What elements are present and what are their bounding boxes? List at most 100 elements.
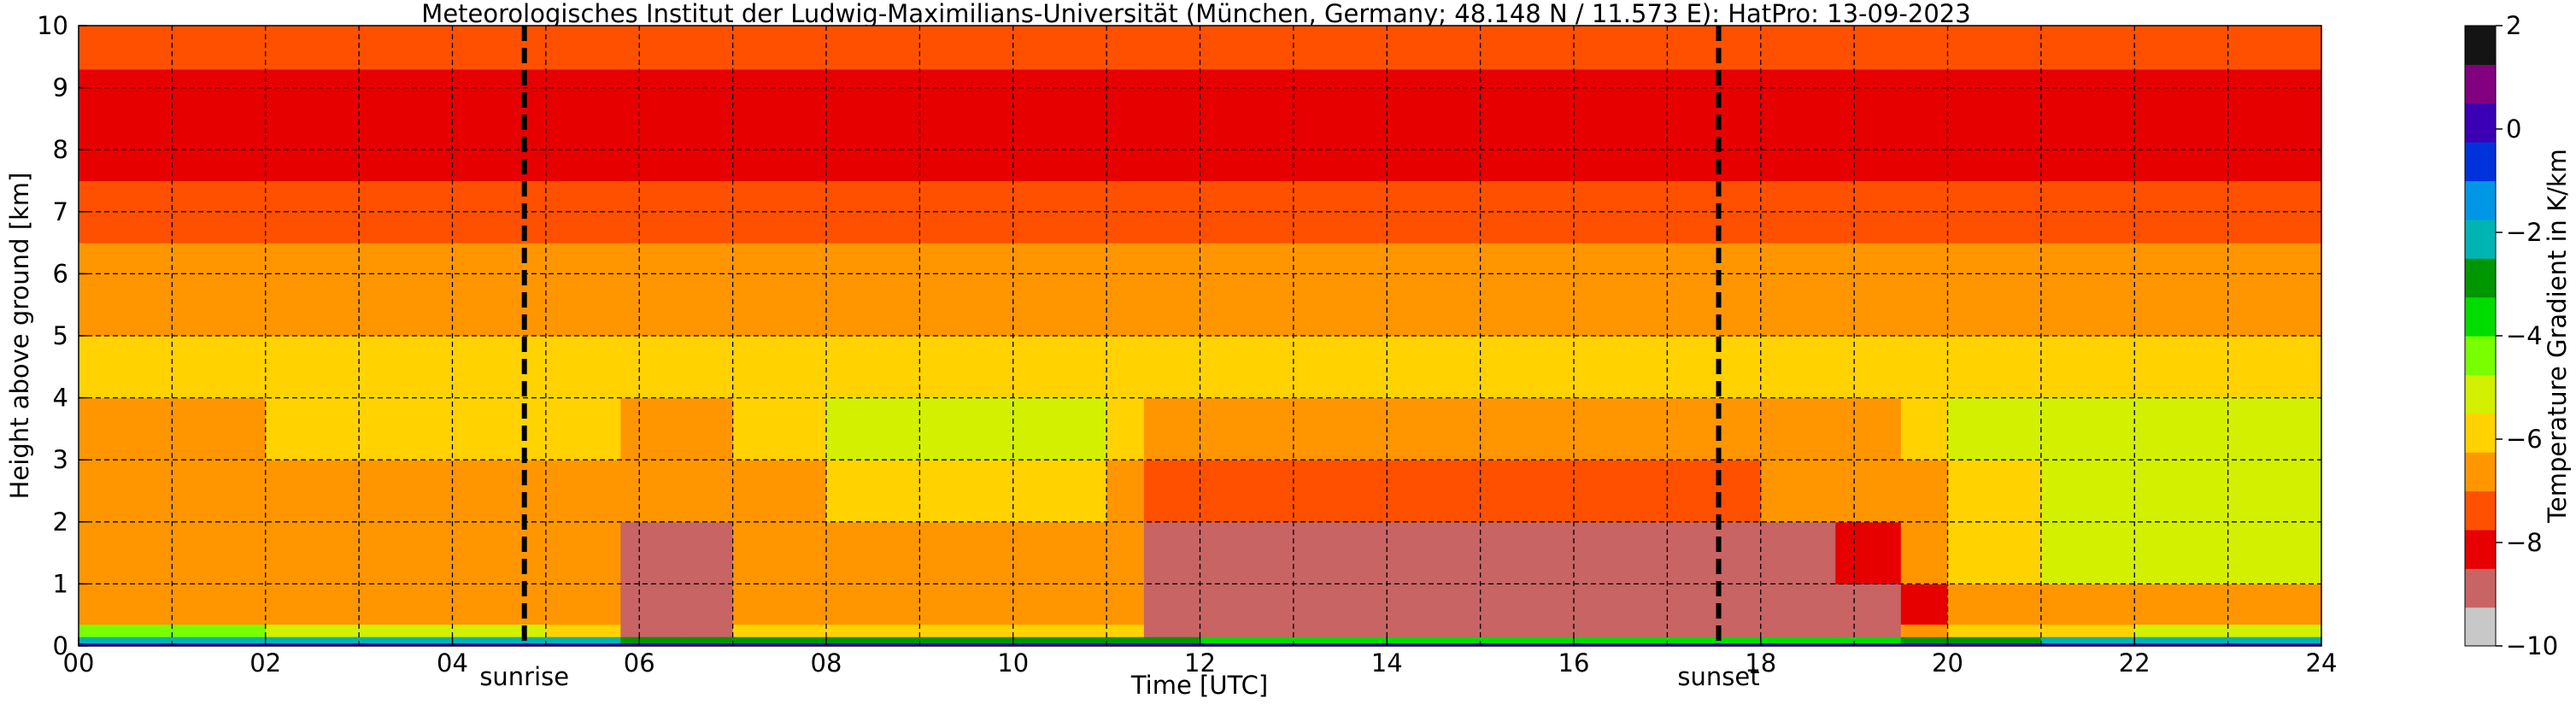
heatmap-cell xyxy=(79,26,173,70)
heatmap-cell xyxy=(919,68,1014,182)
heatmap-cell xyxy=(685,336,734,399)
heatmap-cell xyxy=(1143,26,1201,70)
heatmap-cell xyxy=(919,521,1014,584)
x-tick-label: 12 xyxy=(1184,648,1216,678)
heatmap-cell xyxy=(1106,521,1145,584)
heatmap-cell xyxy=(685,624,734,637)
heatmap-cell xyxy=(265,637,360,643)
heatmap-cell xyxy=(1200,397,1294,461)
heatmap-cell xyxy=(1293,336,1388,399)
heatmap-cell xyxy=(359,521,454,584)
heatmap-cell xyxy=(545,68,621,182)
heatmap-cell xyxy=(826,624,920,637)
colorbar-tick-label: 0 xyxy=(2506,114,2521,144)
heatmap-cell xyxy=(685,26,734,70)
heatmap-cell xyxy=(1900,584,1949,625)
heatmap-cell xyxy=(1012,336,1107,399)
heatmap-cell xyxy=(545,624,621,637)
heatmap-cell xyxy=(1200,584,1294,625)
colorbar-tick-label: −4 xyxy=(2506,321,2543,350)
heatmap-cell xyxy=(79,584,173,625)
heatmap-cell xyxy=(1835,243,1902,337)
heatmap-cell xyxy=(1760,521,1836,584)
heatmap-cell xyxy=(79,460,173,523)
heatmap-cell xyxy=(1293,243,1388,337)
heatmap-cell xyxy=(620,26,687,70)
heatmap-cell xyxy=(1480,460,1575,523)
colorbar-label: Temperature Gradient in K/km xyxy=(2543,149,2572,524)
heatmap-cell xyxy=(79,642,173,647)
heatmap-cell xyxy=(1900,642,1949,647)
heatmap-cell xyxy=(1387,243,1482,337)
heatmap-cell xyxy=(265,521,360,584)
heatmap-cell xyxy=(1293,637,1388,643)
heatmap-cell xyxy=(919,460,1014,523)
heatmap-cell xyxy=(620,624,687,637)
heatmap-cell xyxy=(685,68,734,182)
heatmap-cell xyxy=(2040,624,2135,637)
heatmap-cell xyxy=(2227,460,2322,523)
heatmap-cell xyxy=(1574,637,1668,643)
heatmap-cell xyxy=(1900,26,1949,70)
x-axis-label: Time [UTC] xyxy=(1130,671,1268,700)
heatmap-cell xyxy=(919,624,1014,637)
heatmap-cell xyxy=(172,460,267,523)
heatmap-cell xyxy=(1947,637,2042,643)
heatmap-cell xyxy=(359,642,454,647)
x-tick-label: 24 xyxy=(2306,648,2338,678)
heatmap-cell xyxy=(2134,26,2229,70)
heatmap-cell xyxy=(826,336,920,399)
heatmap-cell xyxy=(685,521,734,584)
heatmap-cell xyxy=(1900,243,1949,337)
colorbar-tick-label: 2 xyxy=(2506,11,2521,40)
heatmap-cell xyxy=(452,584,547,625)
heatmap-cell xyxy=(1667,243,1762,337)
heatmap-cell xyxy=(1480,243,1575,337)
heatmap-cell xyxy=(1667,460,1762,523)
heatmap-cell xyxy=(1667,336,1762,399)
heatmap-cell xyxy=(545,637,621,643)
heatmap-cell xyxy=(1947,624,2042,637)
heatmap-cell xyxy=(1143,336,1201,399)
heatmap-cell xyxy=(1835,68,1902,182)
colorbar-segment xyxy=(2465,258,2496,298)
heatmap-cell xyxy=(1760,26,1836,70)
heatmap-cell xyxy=(732,397,827,461)
heatmap-cell xyxy=(2134,642,2229,647)
heatmap-cell xyxy=(1835,336,1902,399)
heatmap-cell xyxy=(1760,336,1836,399)
heatmap-cell xyxy=(1200,26,1294,70)
heatmap-cell xyxy=(265,460,360,523)
heatmap-cell xyxy=(265,243,360,337)
heatmap-cell xyxy=(1667,68,1762,182)
colorbar: 2 0 −2 −4 −6 −8 −10 xyxy=(2464,11,2558,660)
x-tick-label: 00 xyxy=(63,648,95,678)
x-tick-label: 16 xyxy=(1558,648,1590,678)
heatmap-cell xyxy=(1106,460,1145,523)
heatmap-cell xyxy=(1293,68,1388,182)
heatmap-cell xyxy=(1106,243,1145,337)
colorbar-segment xyxy=(2465,26,2496,65)
heatmap-cell xyxy=(1387,336,1482,399)
heatmap-cell xyxy=(1106,336,1145,399)
heatmap-cell xyxy=(1200,637,1294,643)
heatmap-cell xyxy=(1947,68,2042,182)
heatmap-cell xyxy=(1012,460,1107,523)
heatmap-cell xyxy=(1900,521,1949,584)
event-label-sunset: sunset xyxy=(1677,662,1759,691)
heatmap-cell xyxy=(545,642,621,647)
colorbar-segment xyxy=(2465,64,2496,104)
y-axis-ticks: 0 1 2 3 4 5 6 7 8 9 10 xyxy=(37,11,87,660)
heatmap-cell xyxy=(2227,642,2322,647)
colorbar-segment xyxy=(2465,413,2496,453)
colorbar-segment xyxy=(2465,296,2496,337)
heatmap-cell xyxy=(79,521,173,584)
y-tick-label: 0 xyxy=(53,631,68,660)
heatmap-cell xyxy=(2134,68,2229,182)
heatmap-cell xyxy=(1200,642,1294,647)
heatmap-cell xyxy=(1480,521,1575,584)
heatmap-cell xyxy=(620,642,687,647)
heatmap-cell xyxy=(1200,243,1294,337)
heatmap-cell xyxy=(620,336,687,399)
y-tick-label: 8 xyxy=(53,135,68,164)
